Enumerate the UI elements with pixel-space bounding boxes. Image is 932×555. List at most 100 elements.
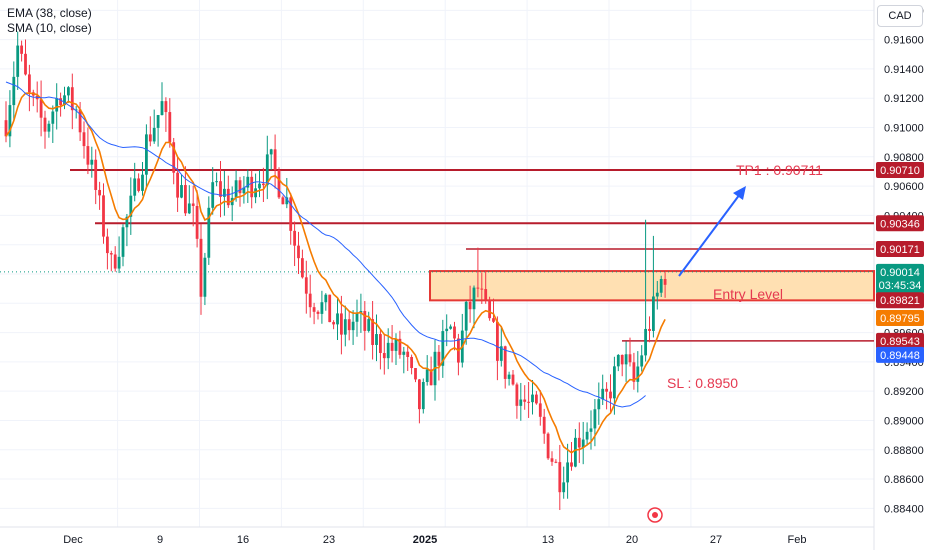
time-tick-label: 23: [323, 534, 335, 546]
price-tick-label: 0.91200: [884, 93, 924, 105]
candle-body: [484, 289, 488, 300]
candle-body: [148, 134, 152, 142]
candle-body: [597, 399, 601, 410]
candle-body: [562, 482, 566, 493]
candle-body: [574, 437, 577, 467]
ema-price-label-bg: [876, 310, 924, 327]
sma-legend[interactable]: SMA (10, close): [7, 21, 92, 35]
moving-averages: [5, 81, 666, 454]
candle-body: [663, 279, 667, 285]
candle-body: [262, 183, 265, 186]
candle-body: [593, 409, 597, 429]
candle-body: [347, 319, 351, 331]
candle-body: [632, 362, 636, 382]
candle-body: [566, 462, 569, 483]
candle-body: [12, 76, 16, 106]
candle-body: [581, 439, 585, 448]
candle-body: [414, 368, 417, 380]
candle-body: [624, 354, 628, 365]
candle-body: [98, 189, 101, 196]
current-price-bg: [876, 263, 924, 294]
candle-body: [648, 328, 651, 331]
candle-body: [511, 374, 515, 385]
candle-body: [211, 182, 215, 208]
candle-body: [121, 227, 125, 257]
candle-body: [113, 254, 117, 269]
candle-body: [109, 253, 113, 255]
price-tick-label: 0.90800: [884, 152, 924, 164]
candle-body: [652, 296, 655, 331]
candle-body: [538, 403, 542, 417]
event-flag-dot: [652, 512, 658, 518]
level-price-label: 0.89543: [880, 336, 920, 348]
candle-body: [51, 111, 55, 124]
candle-body: [304, 277, 308, 294]
candle-body: [542, 416, 546, 434]
ema-legend[interactable]: EMA (38, close): [7, 6, 92, 20]
candle-body: [156, 115, 160, 128]
entry-zone-box: [429, 270, 875, 302]
currency-button[interactable]: CAD: [877, 5, 923, 27]
time-tick-label: 9: [157, 534, 163, 546]
candle-body: [273, 149, 277, 171]
candle-body: [125, 216, 129, 228]
candle-body: [191, 203, 195, 206]
tp1-label: TP1 : 0.90711: [736, 162, 823, 178]
time-tick-label: Dec: [63, 534, 83, 546]
candle-body: [203, 257, 207, 297]
entry-level-label: Entry Level: [713, 286, 783, 302]
price-tick-label: 0.88400: [884, 503, 924, 515]
candle-body: [394, 338, 398, 351]
price-tick-label: 0.89200: [884, 386, 924, 398]
candle-body: [82, 132, 86, 147]
candle-body: [332, 322, 335, 325]
candle-body: [28, 74, 31, 93]
candle-body: [145, 134, 148, 175]
candle-body: [24, 53, 27, 75]
candle-body: [640, 355, 644, 367]
candle-body: [187, 203, 191, 214]
time-axis[interactable]: Dec 9 16 23 2025 13 20 27 Feb: [63, 534, 806, 546]
entry-zone: [429, 270, 875, 302]
candle-body: [320, 302, 324, 314]
price-tick-label: 0.91400: [884, 64, 924, 76]
candle-body: [86, 146, 90, 165]
candle-body: [453, 326, 456, 339]
candle-body: [269, 149, 273, 155]
candle-body: [20, 45, 23, 54]
arrow-head-icon: [733, 186, 746, 200]
candle-body: [605, 388, 608, 392]
candle-body: [67, 87, 70, 96]
sl-label: SL : 0.8950: [667, 375, 738, 391]
candle-body: [176, 172, 179, 198]
time-tick-label: Feb: [788, 534, 807, 546]
candle-body: [480, 288, 484, 290]
price-tick-label: 0.89000: [884, 415, 924, 427]
price-axis[interactable]: 0.918000.916000.914000.912000.910000.908…: [884, 5, 924, 515]
candle-body: [285, 197, 289, 205]
candle-body: [601, 388, 605, 400]
candle-body: [355, 312, 359, 322]
target-arrow: [678, 193, 741, 277]
candle-body: [308, 293, 312, 308]
candle-body: [523, 399, 527, 402]
annotations: TP1 : 0.90711 Entry Level SL : 0.8950: [647, 162, 823, 523]
candle-body: [386, 342, 390, 359]
candle-body: [63, 95, 66, 106]
candle-body: [223, 188, 226, 197]
candle-body: [180, 185, 183, 198]
price-tick-label: 0.91600: [884, 35, 924, 47]
candle-body: [301, 258, 304, 278]
candle-body: [398, 338, 402, 355]
candle-body: [74, 109, 78, 111]
candle-body: [379, 334, 382, 354]
candle-body: [324, 294, 328, 303]
candle-body: [265, 154, 269, 186]
level-price-label-bg: [876, 240, 924, 257]
zone-bottom-price-label-bg: [876, 292, 924, 309]
candle-body: [281, 197, 285, 205]
candle-body: [496, 321, 499, 361]
candle-body: [184, 185, 187, 214]
